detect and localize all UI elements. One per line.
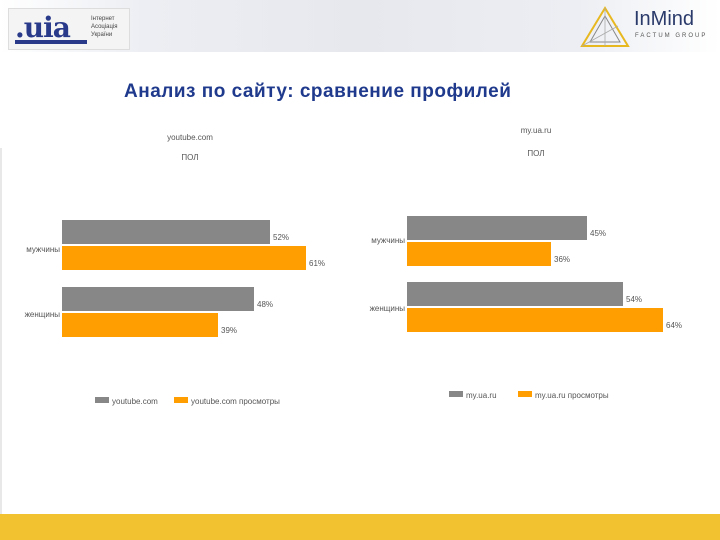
uia-caption-line: Асоціація [91, 24, 118, 30]
bar [62, 220, 270, 244]
uia-caption-line: Інтернет [91, 16, 115, 22]
category-label: мужчины [371, 236, 405, 245]
data-label: 39% [221, 326, 237, 335]
data-label: 52% [273, 233, 289, 242]
page-title: Анализ по сайту: сравнение профилей [124, 81, 512, 102]
data-label: 61% [309, 259, 325, 268]
category-label: женщины [25, 310, 61, 319]
legend-label: my.ua.ru просмотры [535, 391, 609, 400]
legend-swatch [95, 397, 109, 403]
uia-logo-caption: Інтернет Асоціація України [91, 15, 118, 39]
data-label: 64% [666, 321, 682, 330]
chart-title: my.ua.ru [521, 126, 552, 135]
bar [407, 242, 551, 266]
uia-logo: .uia Інтернет Асоціація України [8, 8, 130, 50]
inmind-logo-text: InMind [634, 8, 695, 30]
chart-subtitle: ПОЛ [527, 149, 544, 158]
bar [62, 287, 254, 311]
legend-swatch [518, 391, 532, 397]
uia-caption-line: України [91, 32, 113, 38]
left-border [0, 148, 2, 514]
legend-label: my.ua.ru [466, 391, 497, 400]
data-label: 45% [590, 229, 606, 238]
category-label: женщины [370, 304, 406, 313]
legend-swatch [174, 397, 188, 403]
legend-label: youtube.com просмотры [191, 397, 280, 406]
inmind-logo-subtitle: FACTUM GROUP [635, 33, 708, 39]
data-label: 54% [626, 295, 642, 304]
chart-subtitle: ПОЛ [181, 153, 198, 162]
bar [407, 282, 623, 306]
footer-bar [0, 514, 720, 540]
uia-logo-bar [15, 40, 87, 44]
legend-label: youtube.com [112, 397, 158, 406]
bar [407, 308, 663, 332]
header-banner: .uia Інтернет Асоціація України InMind F… [0, 0, 720, 52]
inmind-triangle-icon [580, 6, 630, 47]
bar [62, 246, 306, 270]
bar [62, 313, 218, 337]
legend-swatch [449, 391, 463, 397]
category-label: мужчины [26, 245, 60, 254]
data-label: 48% [257, 300, 273, 309]
bar [407, 216, 587, 240]
data-label: 36% [554, 255, 570, 264]
chart-title: youtube.com [167, 133, 213, 142]
uia-logo-text: .uia [15, 11, 71, 44]
